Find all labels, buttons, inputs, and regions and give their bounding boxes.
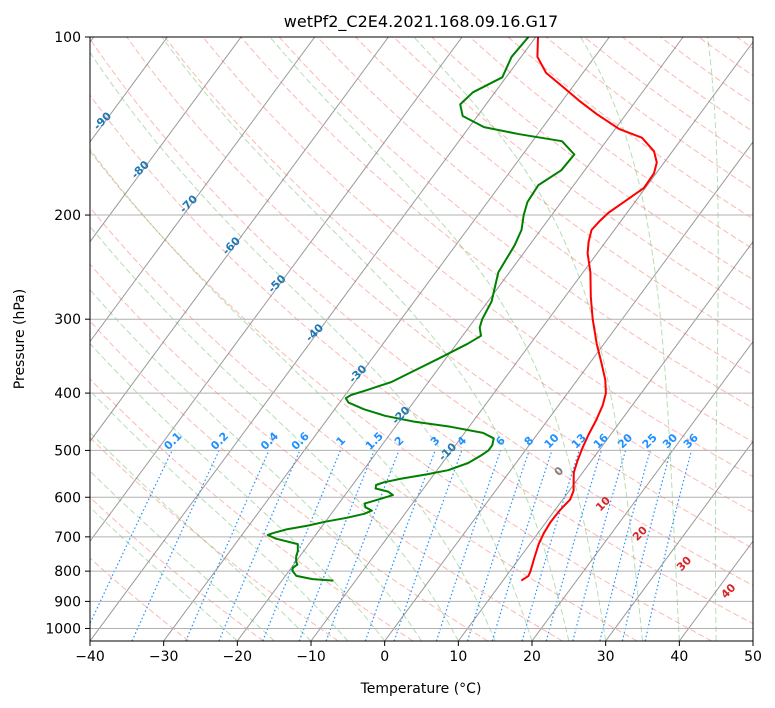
mixing-ratio-line bbox=[466, 450, 530, 641]
x-tick-label: 50 bbox=[744, 649, 762, 665]
dry-adiabats bbox=[90, 37, 753, 641]
x-tick-label: −30 bbox=[149, 649, 179, 665]
dry-adiabat-line bbox=[164, 37, 753, 513]
moist-adiabat-line bbox=[90, 148, 496, 641]
y-tick-label: 800 bbox=[54, 564, 81, 580]
isotherm-line bbox=[531, 340, 753, 641]
dry-adiabat-line bbox=[90, 150, 712, 641]
x-axis-title: Temperature (°C) bbox=[360, 681, 482, 697]
isotherm-line bbox=[90, 37, 168, 143]
moist-adiabat-line bbox=[90, 389, 349, 641]
moist-adiabat-line bbox=[90, 342, 386, 641]
mixing-ratio-line bbox=[185, 450, 270, 641]
axis-ticks: −40 −30 −20 −10 0 10 20 30 40 50 100 200 300 400 500 60… bbox=[45, 30, 762, 665]
y-tick-label: 500 bbox=[54, 443, 81, 459]
isotherm-line bbox=[90, 37, 316, 343]
dry-adiabat-line bbox=[90, 378, 414, 641]
x-tick-label: 40 bbox=[670, 649, 688, 665]
dry-adiabat-line bbox=[240, 37, 753, 443]
y-tick-label: 1000 bbox=[45, 621, 81, 637]
mixing-ratio-line bbox=[435, 450, 502, 641]
x-tick-label: −40 bbox=[75, 649, 105, 665]
mixing-ratio-line bbox=[491, 450, 553, 641]
dry-adiabat-line bbox=[90, 263, 563, 641]
temperature-profile-line bbox=[520, 37, 658, 582]
dry-adiabat-line bbox=[90, 38, 753, 587]
isotherm-line bbox=[310, 41, 753, 641]
isotherm-line bbox=[236, 37, 684, 641]
dewpoint-profile-line bbox=[266, 37, 576, 582]
mixing-ratio-line bbox=[599, 450, 651, 641]
y-tick-label: 200 bbox=[54, 208, 81, 224]
isotherm-line bbox=[90, 37, 463, 543]
isotherm-line bbox=[384, 141, 753, 641]
mixing-ratio-line bbox=[621, 450, 672, 641]
dry-adiabat-line bbox=[90, 206, 638, 641]
y-tick-label: 400 bbox=[54, 386, 81, 402]
moist-adiabat-line bbox=[90, 470, 275, 641]
mixing-ratio-line bbox=[521, 450, 580, 641]
isotherm-line bbox=[90, 37, 242, 243]
x-tick-label: 10 bbox=[449, 649, 467, 665]
dry-adiabat-line bbox=[90, 557, 190, 641]
dry-adiabat-line bbox=[355, 37, 753, 344]
mixing-ratio-line bbox=[572, 450, 627, 641]
mixing-ratio-line bbox=[298, 450, 375, 641]
moist-adiabat-line bbox=[580, 37, 680, 641]
dry-adiabat-line bbox=[90, 94, 753, 625]
mixing-ratio-line bbox=[262, 450, 342, 641]
moist-adiabat-line bbox=[90, 51, 533, 641]
y-tick-label: 900 bbox=[54, 594, 81, 610]
dry-adiabat-line bbox=[393, 37, 753, 312]
dry-adiabat-line bbox=[316, 37, 753, 376]
mixing-ratio-line bbox=[218, 450, 301, 641]
isotherm-line bbox=[90, 37, 389, 443]
y-tick-label: 300 bbox=[54, 312, 81, 328]
y-tick-label: 100 bbox=[54, 30, 81, 46]
chart-title: wetPf2_C2E4.2021.168.09.16.G17 bbox=[284, 12, 558, 32]
y-tick-label: 700 bbox=[54, 530, 81, 546]
x-tick-label: −20 bbox=[223, 649, 253, 665]
isotherm-line bbox=[457, 240, 753, 641]
profile-series bbox=[266, 37, 658, 582]
isotherm-line bbox=[605, 440, 753, 641]
moist-adiabat-line bbox=[413, 37, 643, 641]
dry-adiabat-line bbox=[90, 320, 488, 641]
mixing-ratio-line bbox=[325, 450, 400, 641]
dry-adiabat-line bbox=[126, 37, 753, 549]
isotherm-line bbox=[90, 37, 537, 641]
x-tick-label: 20 bbox=[523, 649, 541, 665]
moist-adiabat-line bbox=[269, 37, 607, 641]
y-axis-title: Pressure (hPa) bbox=[12, 289, 28, 389]
pressure-gridlines bbox=[90, 37, 753, 629]
moist-adiabat-line bbox=[90, 225, 459, 641]
moist-adiabat-line bbox=[707, 37, 719, 641]
y-tick-label: 600 bbox=[54, 490, 81, 506]
x-tick-label: 0 bbox=[380, 649, 389, 665]
mixing-ratio-lines bbox=[90, 450, 693, 641]
mixing-ratio-line bbox=[545, 450, 602, 641]
plot-area: -100-90-80-70-60-50-40-30-20-100.10.20.4… bbox=[90, 37, 753, 641]
plot-frame bbox=[89, 36, 754, 642]
mixing-ratio-line bbox=[364, 450, 436, 641]
x-tick-label: 30 bbox=[597, 649, 615, 665]
x-tick-label: −10 bbox=[296, 649, 326, 665]
